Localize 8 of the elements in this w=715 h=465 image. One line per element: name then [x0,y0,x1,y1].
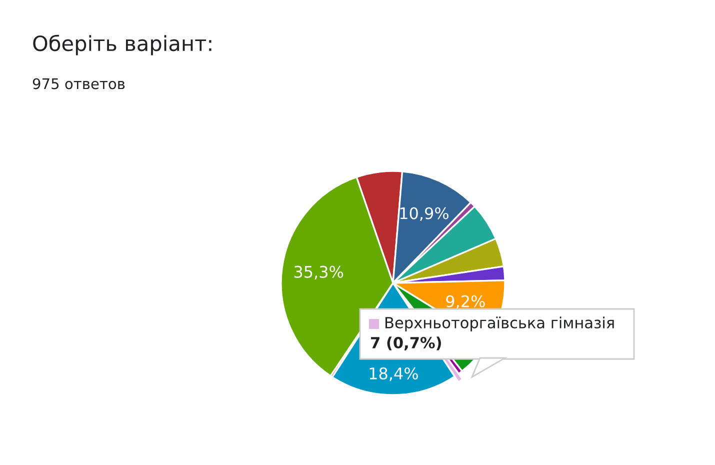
text: 7 (0,7%) [371,336,441,350]
legend-label: Верхньоторгаївська гімназія [386,316,614,332]
chart-title: Оберіть варіант: [33,34,212,56]
data-label: 10,9% [400,207,448,221]
text: 975 ответов [32,78,125,90]
data-label: 9,2% [446,295,485,309]
data-label: 18,4% [370,367,418,382]
data-label: 35,3% [294,266,344,280]
